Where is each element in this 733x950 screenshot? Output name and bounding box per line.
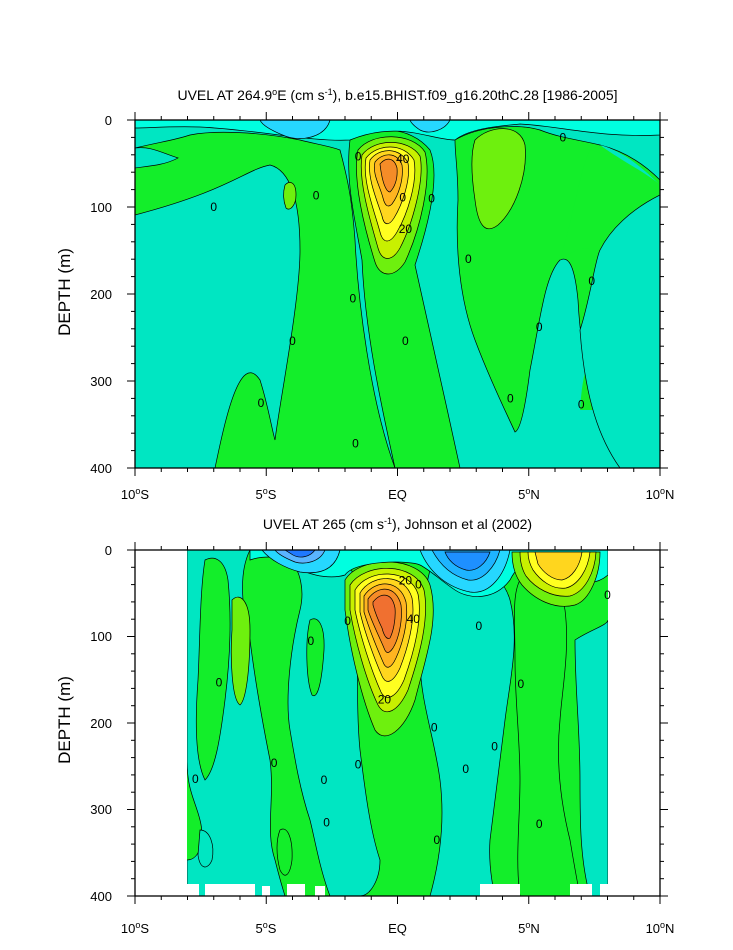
x-tick-label: 5oS	[256, 920, 277, 936]
contour-label: 20	[399, 573, 413, 587]
y-tick-label: 200	[90, 287, 112, 302]
contour-label: 0	[352, 437, 359, 451]
contour-label: 0	[518, 677, 525, 691]
panel-2-contour-fill	[187, 550, 608, 896]
x-tick-label: 10oS	[121, 486, 149, 502]
contour-label: 0	[321, 773, 328, 787]
contour-label: 0	[323, 815, 330, 829]
x-tick-label: 10oN	[646, 486, 675, 502]
y-tick-label: 100	[90, 200, 112, 215]
y-tick-label: 200	[90, 716, 112, 731]
panel-1-x-ticklabels: 10oS 5oS EQ 5oN 10oN	[121, 486, 675, 502]
contour-label: 0	[465, 252, 472, 266]
contour-label: 0	[355, 758, 362, 772]
contour-label: 0	[402, 334, 409, 348]
contour-label: 0	[431, 720, 438, 734]
panel-2-y-ticklabels: 0 100 200 300 400	[90, 543, 112, 904]
contour-label: 0	[258, 396, 265, 410]
y-tick-label: 300	[90, 802, 112, 817]
y-tick-label: 300	[90, 374, 112, 389]
contour-label: 0	[536, 320, 543, 334]
contour-label: 0	[313, 189, 320, 203]
contour-label: 0	[491, 739, 498, 753]
contour-label: 0	[507, 391, 514, 405]
contour-label: 0	[192, 772, 199, 786]
contour-label: 40	[407, 612, 421, 626]
x-tick-label: 5oN	[518, 486, 540, 502]
y-tick-label: 0	[105, 543, 112, 558]
contour-label: 0	[271, 756, 278, 770]
contour-label: 0	[476, 619, 483, 633]
contour-label: 0	[560, 130, 567, 144]
panel-2-title: UVEL AT 265 (cm s-1), Johnson et al (200…	[263, 516, 532, 532]
y-tick-label: 100	[90, 629, 112, 644]
contour-label: 0	[308, 634, 315, 648]
contour-label: 0	[350, 291, 357, 305]
contour-label: 40	[396, 152, 410, 166]
contour-label: 0	[578, 397, 585, 411]
contour-label: 0	[462, 762, 469, 776]
x-tick-label: 5oN	[518, 920, 540, 936]
contour-label: 0	[434, 833, 441, 847]
contour-label: 0	[399, 190, 406, 204]
contour-label: 0	[604, 588, 611, 602]
panel-2-ylabel: DEPTH (m)	[55, 676, 74, 764]
contour-label: 0	[216, 675, 223, 689]
contour-label: 0	[588, 274, 595, 288]
panel-1-ticks	[127, 112, 668, 476]
panel-1-contour-fill	[135, 120, 660, 468]
contour-label: 0	[344, 614, 351, 628]
panel-1-y-ticklabels: 0 100 200 300 400	[90, 113, 112, 476]
panel-2-x-ticklabels: 10oS 5oS EQ 5oN 10oN	[121, 920, 675, 936]
y-tick-label: 400	[90, 889, 112, 904]
x-tick-label: 10oS	[121, 920, 149, 936]
contour-label: 0	[428, 191, 435, 205]
panel-2-ticks	[127, 542, 668, 904]
contour-label: 0	[355, 150, 362, 164]
x-tick-label: 10oN	[646, 920, 675, 936]
panel-1-contour-labels: 40 20 0 0 0 0 0 0 0 0 0 0 0 0 0 0 0 0	[210, 130, 595, 450]
x-tick-label: EQ	[388, 487, 407, 502]
contour-label: 20	[378, 693, 392, 707]
panel-1-title: UVEL AT 264.9oE (cm s-1), b.e15.BHIST.f0…	[177, 87, 617, 103]
contour-label: 20	[399, 222, 413, 236]
x-tick-label: 5oS	[256, 486, 277, 502]
contour-label: 0	[415, 578, 422, 592]
y-tick-label: 400	[90, 461, 112, 476]
x-tick-label: EQ	[388, 921, 407, 936]
contour-label: 0	[289, 334, 296, 348]
panel-1-ylabel: DEPTH (m)	[55, 248, 74, 336]
y-tick-label: 0	[105, 113, 112, 128]
contour-label: 0	[210, 200, 217, 214]
contour-label: 0	[536, 817, 543, 831]
